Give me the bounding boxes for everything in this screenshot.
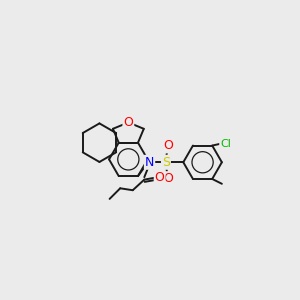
Text: O: O — [163, 140, 172, 152]
Text: O: O — [123, 116, 133, 129]
Text: Cl: Cl — [220, 139, 231, 148]
Text: O: O — [155, 171, 165, 184]
Text: O: O — [163, 172, 172, 185]
Text: N: N — [145, 156, 154, 169]
Text: S: S — [162, 156, 170, 169]
